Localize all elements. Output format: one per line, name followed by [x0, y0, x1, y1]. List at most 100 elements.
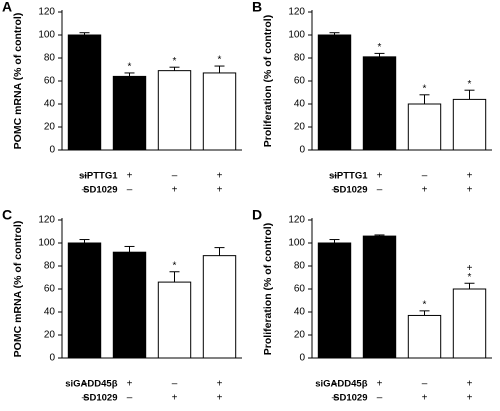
y-tick-label: 100	[288, 238, 305, 249]
condition-sign: –	[377, 185, 383, 196]
bar	[67, 34, 102, 151]
condition-label: SD1029	[333, 185, 367, 196]
condition-label: siPTTG1	[79, 171, 118, 182]
y-tick-label: 40	[294, 307, 306, 318]
y-tick-label: 60	[44, 284, 56, 295]
condition-sign: –	[172, 379, 178, 390]
y-tick-label: 80	[44, 53, 56, 64]
condition-sign: –	[332, 171, 338, 182]
significance-mark: *	[128, 62, 132, 73]
y-tick-label: 80	[44, 261, 56, 272]
bar	[362, 235, 397, 359]
significance-mark: *	[423, 299, 427, 310]
condition-sign: –	[82, 379, 88, 390]
panel-letter: D	[252, 207, 262, 223]
y-tick-label: 60	[44, 76, 56, 87]
y-tick-label: 60	[294, 284, 306, 295]
y-tick-label: 20	[44, 122, 56, 133]
condition-label: SD1029	[83, 393, 117, 404]
condition-sign: –	[82, 185, 88, 196]
y-tick-label: 40	[44, 307, 56, 318]
condition-sign: +	[377, 171, 383, 182]
bar	[452, 288, 487, 359]
y-tick-label: 120	[38, 7, 55, 18]
condition-sign: +	[467, 393, 473, 404]
bar	[202, 255, 237, 359]
condition-sign: +	[172, 393, 178, 404]
condition-sign: +	[422, 393, 428, 404]
condition-sign: +	[217, 185, 223, 196]
bar	[317, 242, 352, 359]
bar	[452, 98, 487, 151]
y-tick-label: 100	[38, 238, 55, 249]
significance-mark: *	[468, 272, 472, 283]
y-tick-label: 0	[49, 145, 55, 156]
condition-sign: –	[422, 379, 428, 390]
condition-sign: +	[127, 171, 133, 182]
bar	[67, 242, 102, 359]
condition-sign: –	[82, 393, 88, 404]
y-tick-label: 60	[294, 76, 306, 87]
significance-mark: *	[173, 56, 177, 67]
panel-letter: B	[252, 0, 262, 15]
condition-sign: –	[332, 185, 338, 196]
bar	[362, 56, 397, 151]
bar	[157, 70, 192, 151]
y-axis-label: POMC mRNA (% of control)	[12, 13, 24, 150]
condition-sign: +	[467, 185, 473, 196]
y-tick-label: 0	[49, 353, 55, 364]
condition-sign: –	[82, 171, 88, 182]
condition-sign: +	[127, 379, 133, 390]
condition-sign: –	[127, 393, 133, 404]
y-tick-label: 20	[44, 330, 56, 341]
y-axis-label: Proliferation (% of control)	[262, 223, 274, 355]
bar	[112, 251, 147, 359]
significance-mark: +	[467, 263, 473, 274]
y-tick-label: 20	[294, 122, 306, 133]
significance-mark: *	[218, 55, 222, 66]
y-tick-label: 120	[288, 7, 305, 18]
y-axis-label: POMC mRNA (% of control)	[12, 221, 24, 358]
y-tick-label: 80	[294, 53, 306, 64]
bar	[317, 34, 352, 151]
condition-sign: +	[217, 379, 223, 390]
condition-sign: –	[127, 185, 133, 196]
y-axis-label: Proliferation (% of control)	[262, 15, 274, 147]
condition-label: siPTTG1	[329, 171, 368, 182]
condition-sign: +	[172, 185, 178, 196]
bar	[157, 281, 192, 359]
bar	[407, 103, 442, 151]
panel-letter: A	[2, 0, 12, 15]
panel-letter: C	[2, 207, 12, 223]
significance-mark: *	[423, 83, 427, 94]
condition-sign: +	[217, 393, 223, 404]
condition-sign: +	[217, 171, 223, 182]
condition-sign: –	[377, 393, 383, 404]
significance-mark: *	[378, 42, 382, 53]
y-tick-label: 0	[299, 145, 305, 156]
condition-label: SD1029	[83, 185, 117, 196]
condition-label: siGADD45β	[315, 379, 367, 390]
condition-sign: +	[422, 185, 428, 196]
condition-label: SD1029	[333, 393, 367, 404]
condition-sign: –	[332, 379, 338, 390]
condition-sign: +	[377, 379, 383, 390]
condition-sign: –	[332, 393, 338, 404]
condition-sign: –	[422, 171, 428, 182]
y-tick-label: 80	[294, 261, 306, 272]
y-tick-label: 120	[288, 215, 305, 226]
bar	[202, 72, 237, 151]
y-tick-label: 120	[38, 215, 55, 226]
significance-mark: *	[173, 260, 177, 271]
y-tick-label: 100	[288, 30, 305, 41]
y-tick-label: 20	[294, 330, 306, 341]
y-tick-label: 0	[299, 353, 305, 364]
y-tick-label: 40	[294, 99, 306, 110]
bar	[112, 75, 147, 151]
y-tick-label: 100	[38, 30, 55, 41]
